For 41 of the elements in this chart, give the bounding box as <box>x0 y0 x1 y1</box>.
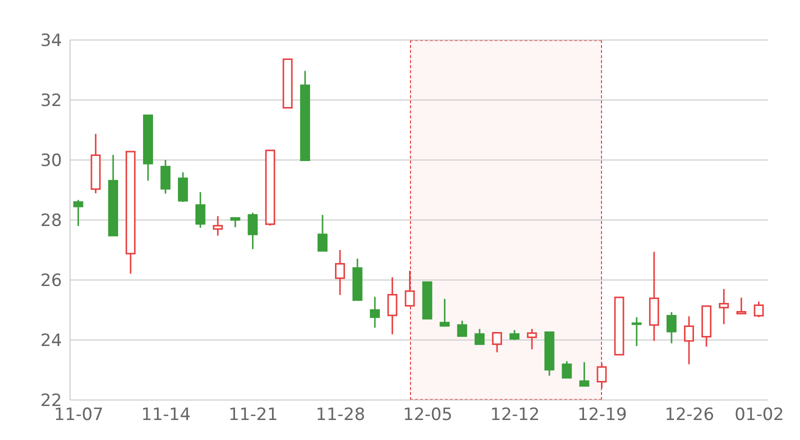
candlestick <box>318 214 328 252</box>
y-tick-label: 34 <box>40 31 62 52</box>
candlestick <box>579 361 590 387</box>
candlestick <box>212 215 223 236</box>
y-tick-label: 26 <box>40 271 62 292</box>
x-tick-label: 01-02 <box>734 405 784 426</box>
candlestick <box>684 316 694 366</box>
y-tick-label: 24 <box>40 331 62 352</box>
x-tick-label: 12-19 <box>578 405 627 426</box>
candlestick <box>754 300 764 318</box>
candlestick <box>387 276 398 336</box>
candlestick <box>510 329 520 341</box>
candlestick <box>178 172 188 203</box>
x-tick-label: 12-26 <box>664 405 714 426</box>
candlestick <box>404 270 415 307</box>
candlestick <box>492 332 502 354</box>
x-tick-label: 12-05 <box>403 405 452 426</box>
y-tick-label: 30 <box>40 151 62 172</box>
candlestick <box>596 362 607 390</box>
x-tick-label: 12-12 <box>490 405 540 426</box>
candlestick <box>335 249 345 296</box>
candlestick <box>736 296 746 314</box>
y-tick-label: 32 <box>40 91 62 112</box>
candlestick <box>718 288 729 325</box>
y-tick-label: 28 <box>40 211 62 232</box>
x-tick-label: 11-21 <box>228 405 278 426</box>
x-tick-label: 11-28 <box>316 405 366 426</box>
candlestick <box>160 159 170 194</box>
candlestick <box>457 320 468 337</box>
candlestick <box>248 212 258 250</box>
x-tick-label: 11-14 <box>141 405 191 426</box>
candlestick <box>73 199 84 227</box>
candlestick <box>632 316 642 347</box>
candlestick <box>526 328 537 350</box>
candlestick <box>562 360 572 379</box>
candlestick <box>195 191 206 229</box>
candlestick <box>474 328 485 345</box>
candlestick <box>370 296 380 328</box>
candlestick <box>440 298 450 327</box>
candlestick <box>666 311 677 344</box>
candlestick <box>230 217 240 228</box>
